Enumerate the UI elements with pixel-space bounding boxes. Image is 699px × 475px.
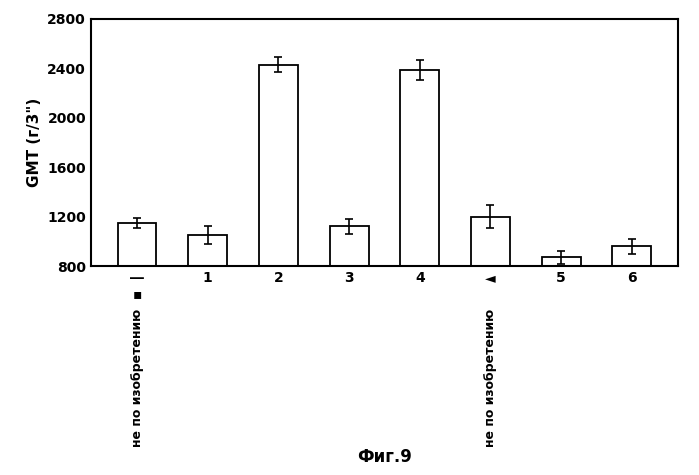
Text: не по изобретению: не по изобретению: [131, 309, 143, 447]
Y-axis label: GMT (г/3"): GMT (г/3"): [27, 98, 42, 187]
Bar: [117, 223, 157, 365]
Bar: [401, 70, 439, 365]
Text: Фиг.9: Фиг.9: [357, 447, 412, 466]
Bar: [188, 235, 227, 365]
Bar: [542, 257, 581, 365]
Bar: [259, 65, 298, 365]
Bar: [612, 246, 651, 365]
Text: не по изобретению: не по изобретению: [484, 309, 497, 447]
Bar: [330, 227, 368, 365]
Bar: [471, 217, 510, 365]
